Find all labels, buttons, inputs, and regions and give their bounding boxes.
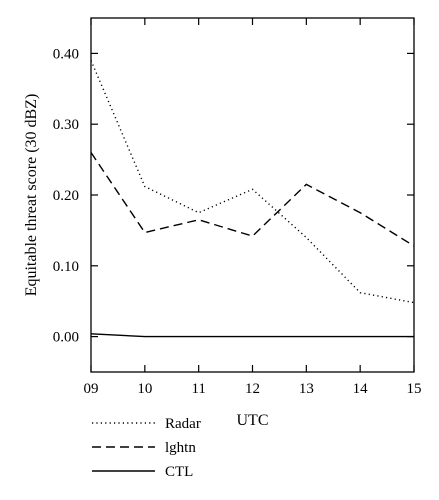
y-axis-label: Equitable threat score (30 dBZ) (23, 94, 40, 297)
plot-frame (90, 17, 415, 373)
series-line-lghtn (90, 152, 415, 247)
y-tick-label: 0.20 (53, 188, 79, 204)
x-tick-label: 11 (191, 381, 205, 397)
x-axis-label: UTC (237, 412, 269, 429)
legend-label-lghtn: lghtn (165, 440, 196, 456)
plot-border (90, 17, 415, 373)
x-tick-label: 10 (137, 381, 152, 397)
y-tick-label: 0.30 (53, 117, 79, 133)
x-tick-label: 14 (353, 381, 369, 397)
x-tick-label: 13 (299, 381, 314, 397)
y-tick-label: 0.40 (53, 46, 79, 62)
y-ticks: 0.00 0.10 0.20 0.30 0.40 (53, 46, 414, 346)
x-tick-label: 09 (84, 381, 99, 397)
series-line-ctl (90, 333, 414, 338)
legend-label-radar: Radar (165, 416, 201, 432)
series-lines (90, 60, 415, 338)
legend-label-ctl: CTL (165, 464, 193, 480)
x-tick-label: 15 (407, 381, 422, 397)
x-tick-label: 12 (245, 381, 260, 397)
x-ticks: 09 10 11 12 13 14 15 (84, 18, 422, 397)
legend: Radar lghtn CTL (92, 416, 201, 480)
series-line-radar (90, 60, 415, 304)
y-tick-label: 0.00 (53, 330, 79, 346)
y-tick-label: 0.10 (53, 259, 79, 275)
